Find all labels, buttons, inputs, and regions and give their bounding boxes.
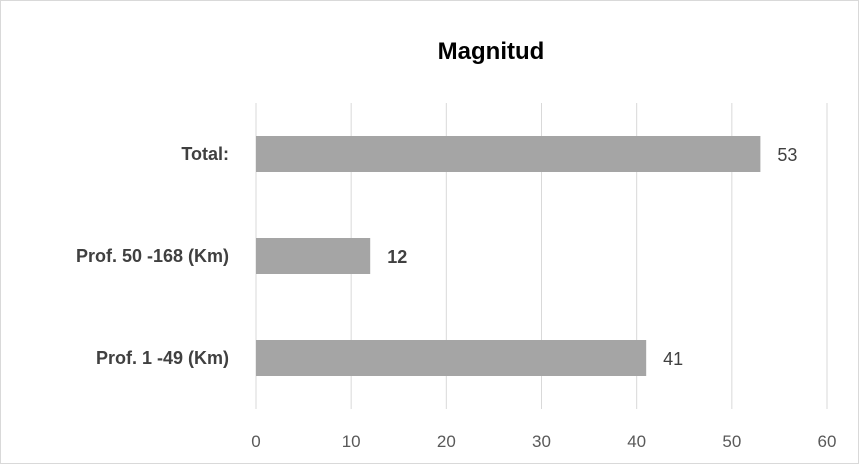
bar xyxy=(256,238,371,274)
labels: 0 10 20 30 40 50 60 Total: 53 Prof. 50 -168 (Km) 1… xyxy=(76,144,837,451)
data-label: 41 xyxy=(663,349,683,369)
chart-title: Magnitud xyxy=(438,38,545,65)
x-tick-label: 20 xyxy=(437,432,456,451)
bar xyxy=(256,340,647,376)
data-label: 53 xyxy=(777,145,797,165)
data-label: 12 xyxy=(387,247,407,267)
x-tick-label: 0 xyxy=(251,432,260,451)
x-tick-label: 50 xyxy=(722,432,741,451)
x-tick-label: 60 xyxy=(818,432,837,451)
x-tick-label: 10 xyxy=(342,432,361,451)
category-label: Total: xyxy=(181,144,229,164)
category-label: Prof. 50 -168 (Km) xyxy=(76,246,229,266)
bar xyxy=(256,136,761,172)
bars xyxy=(256,136,761,376)
x-tick-label: 40 xyxy=(627,432,646,451)
x-tick-label: 30 xyxy=(532,432,551,451)
category-label: Prof. 1 -49 (Km) xyxy=(96,348,229,368)
